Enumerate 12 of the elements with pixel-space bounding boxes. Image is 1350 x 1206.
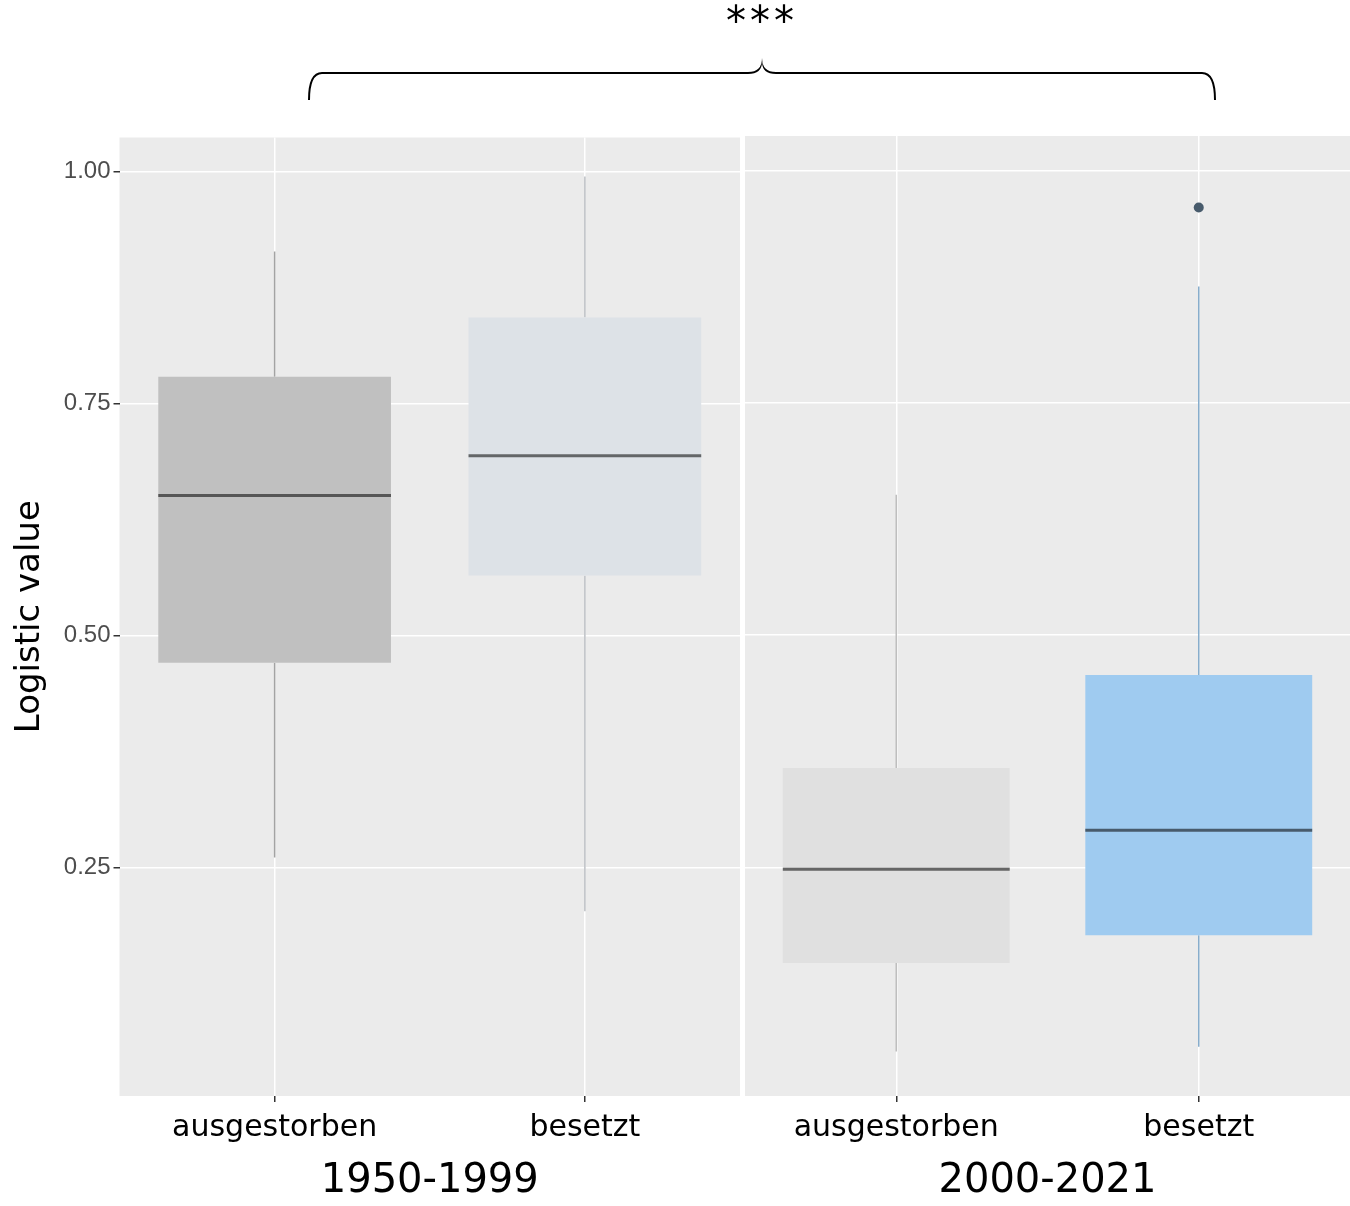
x-axis-title: 1950-1999 [320,1155,539,1202]
x-tick-label: besetzt [1143,1107,1255,1143]
x-axis-title: 2000-2021 [938,1155,1157,1202]
y-axis-title: Logistic value [7,500,48,734]
y-tick-label: 1.00 [63,156,111,184]
x-tick-label: ausgestorben [172,1107,378,1143]
x-tick-label: ausgestorben [793,1107,999,1143]
text: *** [725,0,799,44]
x-tick-label: besetzt [529,1107,641,1143]
y-tick-label: 0.75 [63,388,111,416]
y-tick-label: 0.25 [63,852,111,880]
y-tick-label: 0.50 [63,620,111,648]
